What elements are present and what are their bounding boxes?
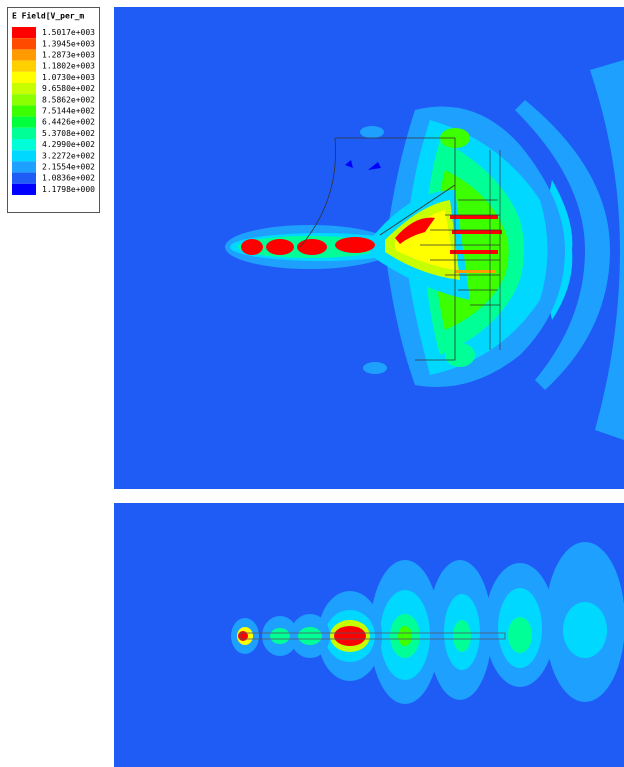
legend-swatch (12, 105, 36, 116)
legend-label: 5.3708e+002 (42, 129, 95, 138)
legend-label: 7.5144e+002 (42, 107, 95, 116)
legend-swatch (12, 161, 36, 172)
legend-label: 1.3945e+003 (42, 39, 95, 48)
legend-label: 6.4426e+002 (42, 118, 95, 127)
legend-swatch (12, 83, 36, 94)
legend-swatch (12, 38, 36, 49)
legend-label: 8.5862e+002 (42, 95, 95, 104)
legend-label: 1.0730e+003 (42, 73, 95, 82)
legend-title: E Field[V_per_m (12, 11, 84, 21)
bottom-field-plot (114, 503, 624, 767)
legend-label: 1.0836e+002 (42, 174, 95, 183)
legend-label: 3.2272e+002 (42, 151, 95, 160)
screen: E Field[V_per_m 1.5017e+0031.3945e+0031.… (0, 0, 624, 767)
legend-swatch (12, 72, 36, 83)
legend-label: 1.1802e+003 (42, 62, 95, 71)
legend-swatch (12, 173, 36, 184)
legend-swatch (12, 117, 36, 128)
legend-label: 2.1554e+002 (42, 163, 95, 172)
legend-label: 1.2873e+003 (42, 51, 95, 60)
legend-label: 9.6580e+002 (42, 84, 95, 93)
legend-swatch (12, 61, 36, 72)
legend-swatch (12, 139, 36, 150)
legend-swatch (12, 184, 36, 195)
legend-swatch (12, 150, 36, 161)
legend-label: 1.1798e+000 (42, 185, 95, 194)
legend-swatch (12, 128, 36, 139)
legend-swatch (12, 94, 36, 105)
legend-items: 1.5017e+003 1.3945e+003 1.2873e+003 1.1802e… (12, 27, 95, 195)
legend-swatch (12, 49, 36, 60)
top-field-plot (114, 7, 624, 489)
legend-swatch (12, 27, 36, 38)
legend-label: 4.2990e+002 (42, 140, 95, 149)
page: E Field[V_per_m 1.5017e+0031.3945e+0031.… (0, 0, 624, 767)
legend-label: 1.5017e+003 (42, 28, 95, 37)
